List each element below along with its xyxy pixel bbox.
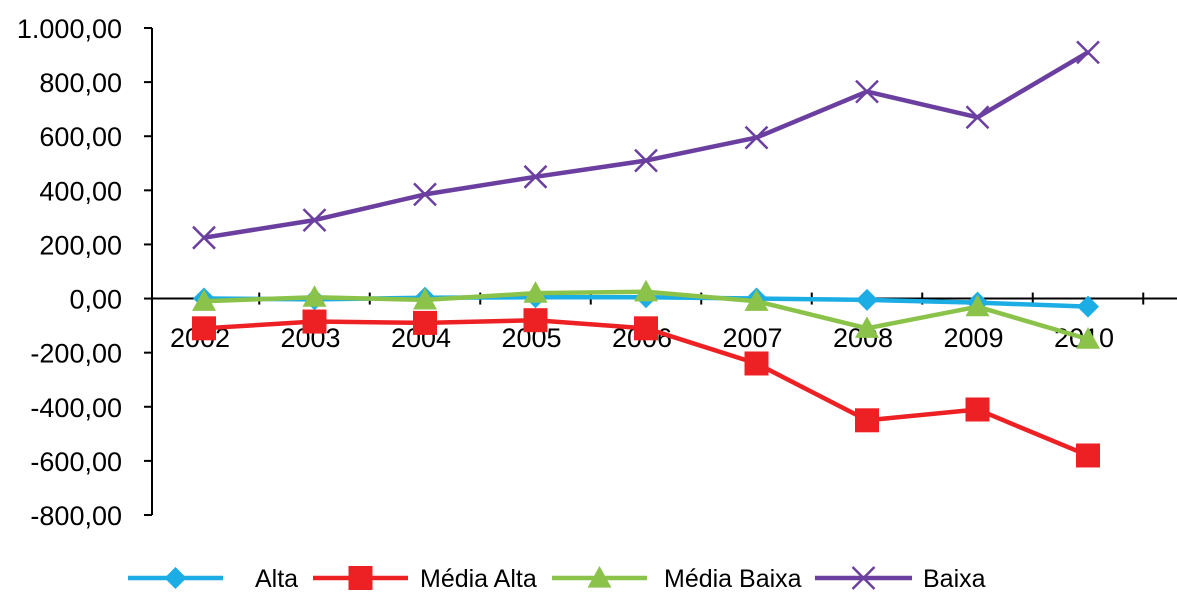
data-point <box>965 294 990 317</box>
legend-label: Média Alta <box>420 565 537 592</box>
data-point <box>1077 295 1099 318</box>
x-tick-label: 2009 <box>943 323 1003 353</box>
y-tick-label: 0,00 <box>69 285 122 315</box>
legend-entry: Média Baixa <box>552 565 802 592</box>
legend-entry: Baixa <box>815 565 986 592</box>
series-baixa <box>192 40 1100 250</box>
series-m-dia-alta <box>192 308 1100 468</box>
data-point <box>855 316 879 338</box>
y-tick-label: -600,00 <box>30 447 122 477</box>
y-tick-label: 800,00 <box>39 68 122 98</box>
data-point <box>855 408 879 433</box>
y-tick-label: -400,00 <box>30 393 122 423</box>
series-m-dia-baixa <box>192 279 1100 349</box>
data-point <box>302 208 327 232</box>
data-point <box>855 79 879 104</box>
data-point <box>192 289 216 311</box>
legend-label: Média Baixa <box>664 565 802 592</box>
data-point <box>523 308 548 333</box>
data-point <box>634 279 658 302</box>
legend-entry: Média Alta <box>313 565 537 592</box>
data-point <box>302 309 327 334</box>
legend-label: Alta <box>255 565 298 592</box>
data-point <box>965 105 990 130</box>
data-point <box>302 285 327 307</box>
data-point <box>348 566 373 590</box>
data-point <box>1076 443 1100 468</box>
data-point <box>1076 40 1100 65</box>
data-point <box>634 316 658 341</box>
data-point <box>1076 327 1100 349</box>
data-point <box>164 567 187 589</box>
y-tick-labels: 1.000,00 800,00 600,00 400,00 200,00 0,00 -200… <box>17 14 122 531</box>
y-tick-label: -200,00 <box>30 339 122 369</box>
y-tick-label: 200,00 <box>39 230 122 260</box>
y-tick-label: -800,00 <box>30 501 122 531</box>
data-point <box>744 289 769 311</box>
data-point <box>413 182 437 207</box>
data-point <box>413 310 437 335</box>
series-line <box>203 50 1090 240</box>
data-point <box>587 566 612 588</box>
data-point <box>634 148 658 173</box>
x-tick-label: 2007 <box>722 323 782 353</box>
data-point <box>856 288 878 311</box>
y-tick-label: 600,00 <box>39 122 122 152</box>
y-tick-label: 400,00 <box>39 176 122 206</box>
data-point <box>744 351 769 376</box>
series-layer <box>192 40 1100 468</box>
legend-entry: Alta <box>128 565 298 592</box>
data-point <box>413 287 437 310</box>
chart-axes <box>144 27 1177 516</box>
data-point <box>744 125 769 150</box>
y-tick-label: 1.000,00 <box>17 14 122 44</box>
data-point <box>965 397 990 422</box>
data-point <box>192 316 216 341</box>
data-point <box>851 566 876 590</box>
data-point <box>192 225 216 250</box>
data-point <box>523 281 548 303</box>
legend: Alta Média Alta Média Baixa Baixa <box>128 565 986 592</box>
legend-label: Baixa <box>923 565 986 592</box>
data-point <box>523 164 548 189</box>
